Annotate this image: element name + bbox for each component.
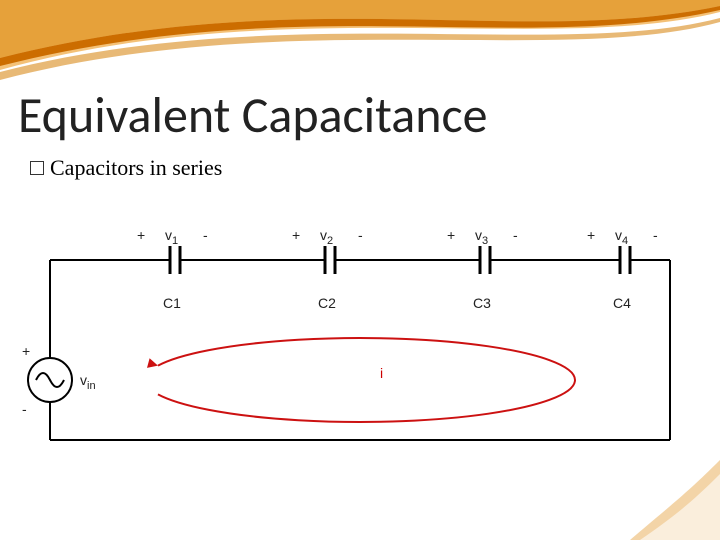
svg-text:-: - [22,401,27,417]
slide: Equivalent Capacitance Capacitors in ser… [0,0,720,540]
svg-text:C4: C4 [613,295,631,311]
svg-text:v4: v4 [615,227,628,247]
svg-text:-: - [513,227,518,243]
svg-text:-: - [653,227,658,243]
svg-text:v3: v3 [475,227,488,247]
svg-text:v1: v1 [165,227,178,247]
corner-decoration [630,460,720,540]
circuit-diagram: + v1 - C1 + v2 - C2 + v3 - C3 + v4 - C4 + - vin i [10,210,710,470]
bullet-item: Capacitors in series [30,155,222,181]
svg-text:+: + [587,227,595,243]
bullet-icon [30,161,44,175]
svg-text:+: + [22,343,30,359]
svg-text:C3: C3 [473,295,491,311]
svg-text:+: + [447,227,455,243]
svg-text:+: + [137,227,145,243]
slide-title: Equivalent Capacitance [18,85,488,146]
bullet-text: Capacitors in series [50,155,222,181]
svg-text:v2: v2 [320,227,333,247]
svg-text:C2: C2 [318,295,336,311]
svg-text:i: i [380,365,383,381]
svg-text:-: - [358,227,363,243]
svg-text:C1: C1 [163,295,181,311]
svg-text:+: + [292,227,300,243]
svg-text:vin: vin [80,372,96,392]
svg-text:-: - [203,227,208,243]
